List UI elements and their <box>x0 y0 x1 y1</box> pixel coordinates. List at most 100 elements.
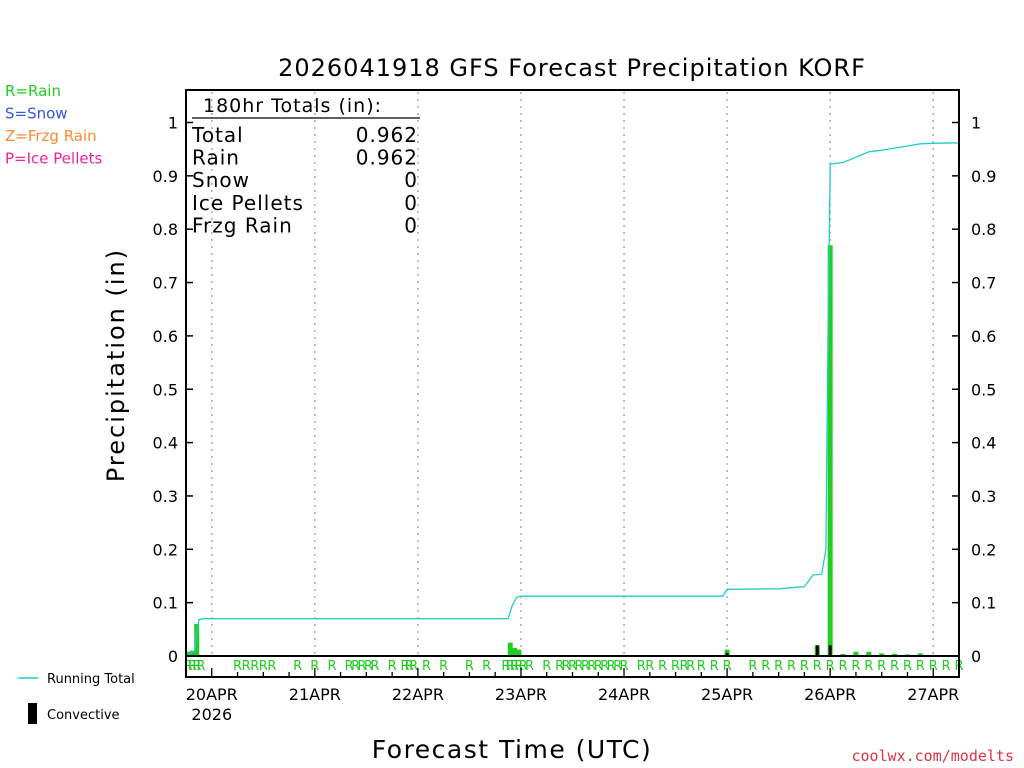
rain-marker-11: R <box>327 659 336 674</box>
x-tick-label-3: 23APR <box>495 685 547 704</box>
type-legend-entry-0: R=Rain <box>5 82 61 100</box>
totals-label-1: Rain <box>192 146 240 170</box>
y-tick-label-right-7: 0.7 <box>971 274 996 293</box>
legend-label-1: Convective <box>47 708 120 723</box>
type-legend-entry-1: S=Snow <box>5 105 68 123</box>
rain-marker-40: R <box>607 659 616 674</box>
y-tick-label-left-6: 0.6 <box>153 327 178 346</box>
y-tick-label-right-9: 0.9 <box>971 167 996 186</box>
x-tick-sublabel-0: 2026 <box>191 705 232 724</box>
y-tick-label-left-7: 0.7 <box>153 274 178 293</box>
rain-marker-22: R <box>439 659 448 674</box>
x-axis-label: Forecast Time (UTC) <box>372 735 652 764</box>
rain-marker-49: R <box>697 659 706 674</box>
x-tick-label-5: 25APR <box>701 685 753 704</box>
y-tick-label-left-4: 0.4 <box>153 434 178 453</box>
rain-marker-65: R <box>916 659 925 674</box>
rain-marker-2: R <box>192 659 201 674</box>
y-axis-label: Precipitation (in) <box>102 248 130 482</box>
y-tick-label-right-1: 0.1 <box>971 594 996 613</box>
rain-marker-20: R <box>409 659 418 674</box>
rain-marker-5: R <box>242 659 251 674</box>
rain-marker-12: R <box>345 659 354 674</box>
y-tick-label-right-6: 0.6 <box>971 327 996 346</box>
rain-marker-17: R <box>388 659 397 674</box>
convective-bar-2 <box>828 645 832 656</box>
rain-marker-26: R <box>506 659 515 674</box>
rain-marker-0: R <box>184 659 193 674</box>
rain-marker-66: R <box>929 659 938 674</box>
x-tick-label-1: 21APR <box>289 685 341 704</box>
rain-marker-9: R <box>293 659 302 674</box>
precip-bar-4 <box>512 647 518 656</box>
rain-marker-41: R <box>613 659 622 674</box>
rain-marker-57: R <box>813 659 822 674</box>
y-tick-label-left-3: 0.3 <box>153 487 178 506</box>
rain-marker-48: R <box>686 659 695 674</box>
rain-marker-54: R <box>774 659 783 674</box>
legend-label-0: Running Total <box>47 672 135 687</box>
rain-marker-37: R <box>587 659 596 674</box>
rain-marker-52: R <box>748 659 757 674</box>
rain-marker-4: R <box>233 659 242 674</box>
rain-marker-18: R <box>400 659 409 674</box>
precip-bar-0 <box>185 651 191 656</box>
precip-bar-13 <box>840 653 846 656</box>
y-axis-left: 0 0.1 0.2 0.3 0.4 0.5 0.6 0.7 0.8 0.9 1 <box>153 114 193 666</box>
rain-marker-53: R <box>761 659 770 674</box>
totals-value-4: 0 <box>404 213 418 237</box>
y-tick-label-right-3: 0.3 <box>971 487 996 506</box>
rain-marker-45: R <box>658 659 667 674</box>
totals-value-1: 0.962 <box>356 146 418 170</box>
rain-marker-30: R <box>525 659 534 674</box>
y-tick-label-left-1: 0.1 <box>153 594 178 613</box>
rain-marker-28: R <box>514 659 523 674</box>
rain-marker-23: R <box>465 659 474 674</box>
rain-marker-43: R <box>637 659 646 674</box>
rain-marker-34: R <box>568 659 577 674</box>
rain-marker-56: R <box>800 659 809 674</box>
rain-marker-25: R <box>501 659 510 674</box>
totals-label-0: Total <box>191 123 244 147</box>
rain-marker-1: R <box>188 659 197 674</box>
rain-marker-58: R <box>826 659 835 674</box>
rain-marker-44: R <box>645 659 654 674</box>
y-tick-label-right-5: 0.5 <box>971 380 996 399</box>
totals-label-4: Frzg Rain <box>192 213 293 237</box>
rain-marker-24: R <box>482 659 491 674</box>
y-tick-label-right-0: 0 <box>971 647 981 666</box>
y-tick-label-right-8: 0.8 <box>971 220 996 239</box>
totals-heading: 180hr Totals (in): <box>203 95 382 117</box>
totals-box: 180hr Totals (in): Total 0.962 Rain 0.962 Sno… <box>191 95 420 237</box>
rain-marker-21: R <box>422 659 431 674</box>
chart-title: 2026041918 GFS Forecast Precipitation KO… <box>278 54 866 82</box>
rain-marker-14: R <box>358 659 367 674</box>
y-tick-label-left-8: 0.8 <box>153 220 178 239</box>
rain-marker-67: R <box>942 659 951 674</box>
rain-marker-35: R <box>574 659 583 674</box>
y-tick-label-left-9: 0.9 <box>153 167 178 186</box>
rain-marker-46: R <box>671 659 680 674</box>
rain-marker-63: R <box>890 659 899 674</box>
y-tick-label-left-10: 1 <box>168 114 178 133</box>
rain-marker-60: R <box>851 659 860 674</box>
precip-type-legend: R=Rain S=Snow Z=Frzg Rain P=Ice Pellets <box>5 82 102 168</box>
precip-bar-5 <box>516 649 522 656</box>
type-legend-entry-2: Z=Frzg Rain <box>5 127 97 145</box>
x-tick-label-4: 24APR <box>598 685 650 704</box>
rain-marker-36: R <box>581 659 590 674</box>
precip-bar-12 <box>827 245 833 656</box>
rain-marker-55: R <box>787 659 796 674</box>
totals-value-0: 0.962 <box>356 123 418 147</box>
precip-bar-19 <box>917 653 923 656</box>
rain-marker-42: R <box>620 659 629 674</box>
rain-marker-3: R <box>197 659 206 674</box>
x-tick-label-2: 22APR <box>392 685 444 704</box>
rain-marker-62: R <box>877 659 886 674</box>
y-tick-label-left-0: 0 <box>168 647 178 666</box>
precip-bar-17 <box>892 653 898 656</box>
rain-marker-32: R <box>555 659 564 674</box>
rain-marker-16: R <box>370 659 379 674</box>
